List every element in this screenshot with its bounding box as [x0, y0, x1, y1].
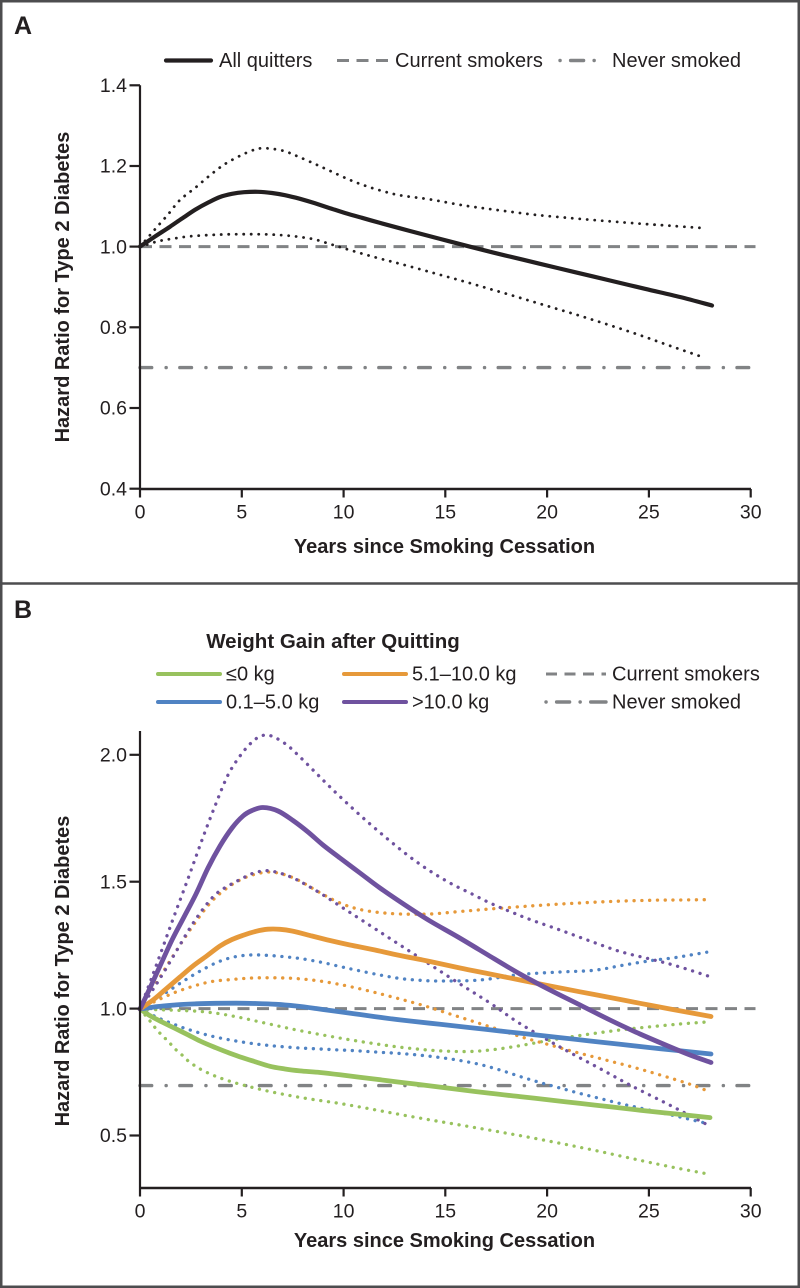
- svg-text:20: 20: [536, 1201, 558, 1223]
- svg-text:5: 5: [236, 1201, 247, 1223]
- svg-text:15: 15: [434, 502, 456, 524]
- svg-text:Years since Smoking Cessation: Years since Smoking Cessation: [294, 536, 595, 558]
- svg-text:15: 15: [434, 1201, 456, 1223]
- svg-text:Current smokers: Current smokers: [612, 664, 760, 686]
- svg-text:0.6: 0.6: [100, 398, 127, 420]
- svg-text:1.5: 1.5: [100, 871, 127, 893]
- svg-text:Years since Smoking Cessation: Years since Smoking Cessation: [294, 1230, 595, 1252]
- svg-text:5: 5: [236, 502, 247, 524]
- svg-text:0.5: 0.5: [100, 1125, 127, 1147]
- svg-text:0.1–5.0 kg: 0.1–5.0 kg: [226, 692, 319, 714]
- svg-text:Never smoked: Never smoked: [612, 692, 741, 714]
- svg-text:B: B: [14, 596, 32, 624]
- svg-text:0.4: 0.4: [100, 478, 127, 500]
- svg-text:1.4: 1.4: [100, 75, 127, 97]
- svg-text:1.0: 1.0: [100, 998, 127, 1020]
- svg-text:10: 10: [333, 1201, 355, 1223]
- svg-text:2.0: 2.0: [100, 745, 127, 767]
- svg-text:5.1–10.0 kg: 5.1–10.0 kg: [412, 664, 517, 686]
- svg-text:25: 25: [638, 502, 660, 524]
- svg-text:Hazard Ratio for Type 2 Diabet: Hazard Ratio for Type 2 Diabetes: [52, 816, 74, 1127]
- svg-text:20: 20: [536, 502, 558, 524]
- svg-text:All quitters: All quitters: [219, 50, 312, 72]
- svg-text:0.8: 0.8: [100, 317, 127, 339]
- svg-text:1.2: 1.2: [100, 156, 127, 178]
- svg-text:Never smoked: Never smoked: [612, 50, 741, 72]
- svg-text:≤0 kg: ≤0 kg: [226, 664, 275, 686]
- svg-text:A: A: [14, 12, 32, 40]
- svg-text:Hazard Ratio for Type 2 Diabet: Hazard Ratio for Type 2 Diabetes: [52, 132, 74, 443]
- svg-text:30: 30: [740, 502, 762, 524]
- svg-text:0: 0: [135, 502, 146, 524]
- svg-text:0: 0: [135, 1201, 146, 1223]
- svg-text:10: 10: [333, 502, 355, 524]
- svg-text:1.0: 1.0: [100, 236, 127, 258]
- svg-text:Current smokers: Current smokers: [395, 50, 543, 72]
- svg-text:>10.0 kg: >10.0 kg: [412, 692, 489, 714]
- svg-text:30: 30: [740, 1201, 762, 1223]
- svg-text:25: 25: [638, 1201, 660, 1223]
- svg-text:Weight Gain after Quitting: Weight Gain after Quitting: [206, 630, 460, 653]
